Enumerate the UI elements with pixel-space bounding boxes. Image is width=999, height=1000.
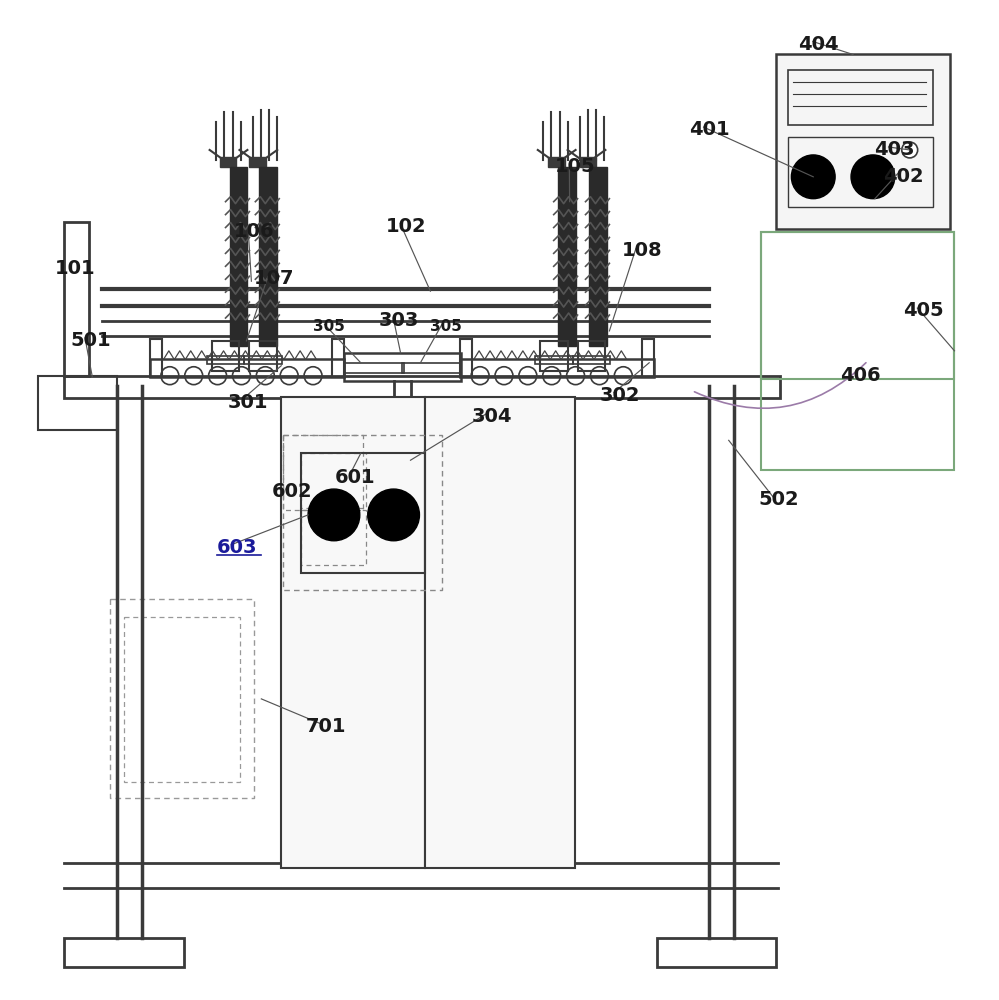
Bar [283, 435, 443, 589]
Bar [461, 339, 473, 377]
Circle shape [368, 489, 420, 541]
Polygon shape [579, 157, 596, 167]
Bar [788, 70, 933, 125]
Bar [461, 359, 654, 377]
Bar [344, 353, 462, 381]
Bar [150, 339, 162, 377]
Circle shape [902, 142, 918, 158]
Text: 404: 404 [798, 35, 839, 54]
Bar [283, 435, 363, 510]
Bar [788, 137, 933, 207]
Bar [212, 341, 240, 371]
Bar [577, 341, 605, 371]
Bar [282, 397, 426, 868]
Bar [301, 453, 426, 573]
Bar [230, 167, 248, 346]
Circle shape [308, 489, 360, 541]
Bar [760, 232, 954, 379]
Bar [64, 938, 184, 967]
Circle shape [851, 155, 895, 199]
Polygon shape [220, 157, 237, 167]
Bar [250, 341, 278, 371]
Bar [124, 617, 241, 782]
Bar [572, 356, 610, 364]
Text: 403: 403 [874, 140, 914, 159]
Text: 303: 303 [379, 311, 419, 330]
Text: 105: 105 [554, 157, 595, 176]
Text: 406: 406 [840, 366, 881, 385]
Bar [534, 356, 572, 364]
Bar [657, 938, 776, 967]
Bar [301, 510, 366, 565]
Text: 101: 101 [55, 259, 95, 278]
Bar [110, 599, 255, 798]
Text: 305: 305 [431, 319, 463, 334]
Bar [207, 356, 245, 364]
Bar [64, 222, 89, 376]
Bar [150, 359, 344, 377]
Bar [539, 341, 567, 371]
Bar [589, 167, 607, 346]
Text: 401: 401 [689, 120, 729, 139]
Text: 305: 305 [313, 319, 345, 334]
Bar [344, 363, 404, 373]
Bar [557, 167, 575, 346]
Text: 301: 301 [228, 393, 268, 412]
Text: 402: 402 [883, 167, 923, 186]
Bar [776, 54, 950, 229]
Text: 501: 501 [70, 331, 111, 350]
Bar [402, 363, 462, 373]
Text: 106: 106 [234, 222, 274, 241]
Bar [245, 356, 282, 364]
Text: 502: 502 [758, 490, 799, 509]
Text: 107: 107 [254, 269, 294, 288]
Polygon shape [250, 157, 267, 167]
Bar [64, 376, 780, 398]
Polygon shape [547, 157, 564, 167]
Bar [332, 339, 344, 377]
Bar [760, 232, 954, 470]
Circle shape [791, 155, 835, 199]
Bar [426, 397, 574, 868]
Bar [642, 339, 654, 377]
Bar [260, 167, 278, 346]
Text: 302: 302 [599, 386, 640, 405]
Text: 601: 601 [335, 468, 376, 487]
Text: 701: 701 [306, 717, 347, 736]
Text: 405: 405 [903, 301, 943, 320]
Text: 602: 602 [272, 482, 312, 501]
Bar [301, 453, 366, 508]
Text: 304: 304 [473, 407, 512, 426]
Bar [38, 376, 117, 430]
Text: 603: 603 [217, 538, 257, 557]
Text: 108: 108 [621, 241, 662, 260]
Text: 102: 102 [386, 217, 427, 236]
